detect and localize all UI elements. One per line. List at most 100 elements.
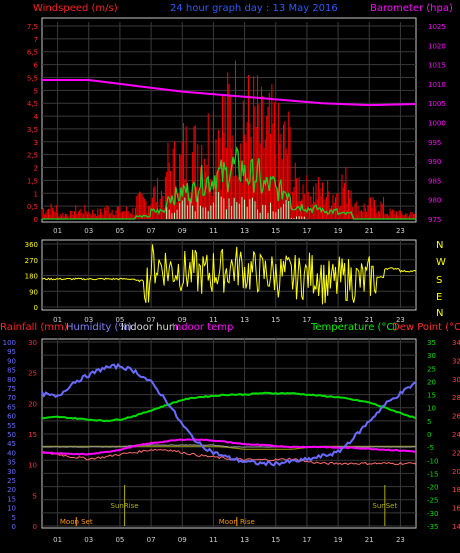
temp-tick-6: -5 [427, 444, 434, 452]
hum-tick-19: 95 [7, 348, 16, 356]
dew-tick-9: 32 [452, 357, 460, 365]
hum-tick-2: 10 [7, 505, 16, 513]
dew-tick-0: 14 [452, 523, 460, 531]
dir-tick-2: 180 [25, 273, 38, 281]
rain-tick-5: 25 [28, 370, 37, 378]
indoor-temp-line [41, 438, 417, 456]
x-tick-1-4: 09 [178, 316, 187, 324]
temp-tick-10: 15 [427, 392, 436, 400]
temp-tick-0: -35 [427, 523, 438, 531]
x-tick-2-5: 11 [209, 536, 218, 544]
hum-tick-10: 50 [7, 431, 16, 439]
compass-label-w: W [436, 257, 446, 268]
compass-label-e: E [436, 292, 442, 303]
hum-tick-3: 15 [7, 495, 16, 503]
x-tick-2-11: 23 [396, 536, 405, 544]
temp-tick-13: 30 [427, 352, 436, 360]
compass-label-n1: N [436, 240, 443, 251]
hum-tick-1: 5 [12, 514, 16, 522]
hum-tick-13: 65 [7, 403, 16, 411]
hum-tick-0: 0 [12, 523, 16, 531]
x-tick-2-0: 01 [53, 536, 62, 544]
baro-tick-5: 1000 [428, 120, 446, 128]
temp-tick-11: 20 [427, 378, 436, 386]
hum-tick-18: 90 [7, 357, 16, 365]
compass-label-n2: N [436, 308, 443, 319]
wind-tick-11: 5,5 [27, 74, 38, 82]
hum-tick-6: 30 [7, 468, 16, 476]
wind-tick-10: 5 [34, 87, 38, 95]
x-tick-2-1: 03 [84, 536, 93, 544]
rain-tick-0: 0 [33, 523, 37, 531]
dew-tick-5: 24 [452, 431, 460, 439]
humidity-line [41, 362, 417, 467]
temp-tick-5: -10 [427, 457, 438, 465]
x-tick-0-5: 11 [209, 227, 218, 235]
hum-tick-11: 55 [7, 422, 16, 430]
wind-tick-8: 4 [34, 113, 39, 121]
chart-marks [41, 60, 417, 526]
x-tick-1-7: 15 [271, 316, 280, 324]
temp-tick-4: -15 [427, 470, 438, 478]
rain-tick-6: 30 [28, 339, 37, 347]
rain-tick-4: 20 [28, 400, 37, 408]
dewpoint-line [41, 448, 417, 466]
x-tick-1-8: 17 [302, 316, 311, 324]
hum-tick-9: 45 [7, 440, 16, 448]
wind-tick-0: 0 [34, 216, 38, 224]
temp-tick-8: 5 [427, 418, 431, 426]
wind-tick-9: 4,5 [27, 100, 38, 108]
rain-tick-1: 5 [33, 492, 37, 500]
x-tick-1-2: 05 [115, 316, 124, 324]
x-tick-2-7: 15 [271, 536, 280, 544]
temp-tick-1: -30 [427, 510, 438, 518]
x-tick-0-2: 05 [115, 227, 124, 235]
dir-tick-3: 270 [25, 257, 38, 265]
hum-tick-14: 70 [7, 394, 16, 402]
temp-tick-2: -25 [427, 497, 438, 505]
compass-label-s: S [436, 275, 442, 286]
baro-tick-10: 1025 [428, 23, 446, 31]
wind-tick-5: 2,5 [27, 152, 38, 160]
wind-direction-line [41, 244, 417, 305]
hum-tick-15: 75 [7, 385, 16, 393]
hum-tick-16: 80 [7, 376, 16, 384]
x-tick-2-4: 09 [178, 536, 187, 544]
hum-tick-8: 40 [7, 449, 16, 457]
barometer-line [42, 79, 417, 107]
temp-tick-12: 25 [427, 365, 436, 373]
x-tick-0-3: 07 [147, 227, 156, 235]
wind-panel-title: 24 hour graph day : 13 May 2016 [170, 3, 338, 14]
x-tick-1-5: 11 [209, 316, 218, 324]
x-tick-1-0: 01 [53, 316, 62, 324]
x-tick-1-3: 07 [147, 316, 156, 324]
x-tick-0-7: 15 [271, 227, 280, 235]
hum-tick-12: 60 [7, 413, 16, 421]
baro-tick-6: 1005 [428, 100, 446, 108]
dir-tick-1: 90 [29, 288, 38, 296]
indoor-hum-axis-label: Indoor hum [121, 322, 179, 333]
windspeed-axis-label: Windspeed (m/s) [33, 3, 118, 14]
temp-tick-14: 35 [427, 339, 436, 347]
wind-tick-3: 1,5 [27, 177, 38, 185]
barometer-axis-label: Barometer (hpa) [370, 3, 453, 14]
wind-tick-4: 2 [34, 165, 38, 173]
baro-tick-8: 1015 [428, 62, 446, 70]
x-tick-0-6: 13 [240, 227, 249, 235]
x-tick-0-11: 23 [396, 227, 405, 235]
x-tick-2-2: 05 [115, 536, 124, 544]
dir-tick-4: 360 [25, 241, 38, 249]
temp-tick-9: 10 [427, 405, 436, 413]
x-tick-2-8: 17 [302, 536, 311, 544]
x-tick-2-6: 13 [240, 536, 249, 544]
wind-tick-2: 1 [34, 190, 38, 198]
hum-tick-5: 25 [7, 477, 16, 485]
x-tick-1-11: 23 [396, 316, 405, 324]
baro-tick-7: 1010 [428, 81, 446, 89]
dew-tick-6: 26 [452, 413, 460, 421]
dew-tick-7: 28 [452, 394, 460, 402]
dew-tick-4: 22 [452, 449, 460, 457]
dir-tick-0: 0 [34, 304, 38, 312]
